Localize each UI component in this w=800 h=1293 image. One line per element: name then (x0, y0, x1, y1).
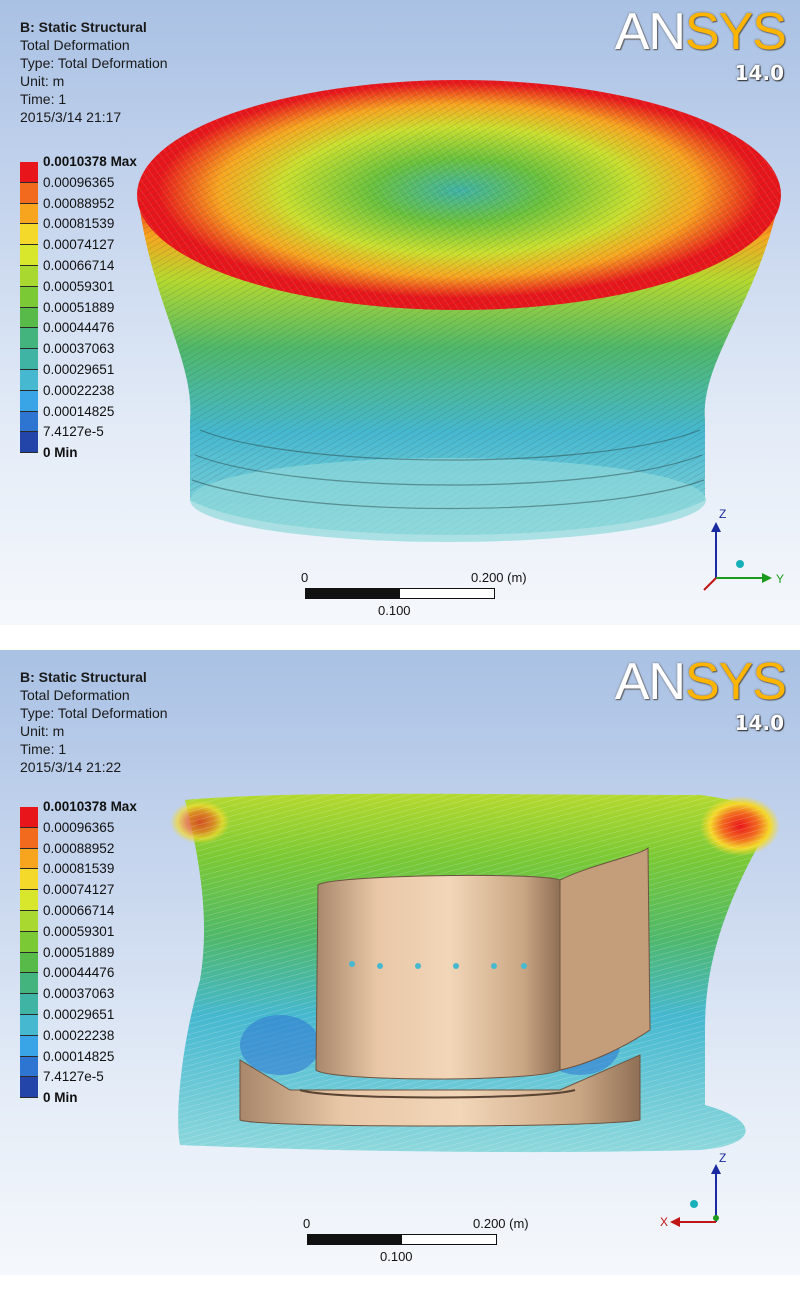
legend-swatch (20, 224, 38, 246)
legend-label: 0 Min (43, 445, 78, 461)
legend-label: 0 Min (43, 1090, 78, 1106)
scale-mid: 0.100 (380, 1249, 413, 1264)
logo-version: 14.0 (734, 711, 784, 735)
legend-swatch (20, 848, 38, 870)
legend-swatch (20, 910, 38, 932)
legend-swatch (20, 286, 38, 308)
logo-brand-a: AN (614, 3, 686, 61)
legend-label: 0.00014825 (43, 1048, 115, 1064)
legend-label: 0.00059301 (43, 278, 115, 294)
legend-label: 0.00074127 (43, 237, 115, 253)
legend-label: 0.0010378 Max (43, 799, 137, 814)
info-line: Type: Total Deformation (20, 705, 168, 721)
legend-label: 0.00088952 (43, 195, 115, 211)
legend-swatch (20, 328, 38, 350)
logo-brand-b: SYS (684, 3, 787, 61)
legend-swatch (20, 162, 38, 183)
info-line: Time: 1 (20, 91, 67, 107)
legend-label: 0.00051889 (43, 299, 115, 315)
axis-label-x: X (660, 1215, 668, 1229)
axis-label-y: Y (776, 572, 784, 586)
info-line: Unit: m (20, 73, 65, 89)
legend-swatch (20, 890, 38, 911)
legend-color-bar (20, 807, 38, 1099)
analysis-title: B: Static Structural (20, 19, 147, 35)
legend-swatch (20, 1077, 38, 1099)
analysis-title: B: Static Structural (20, 669, 147, 685)
legend-swatch (20, 349, 38, 370)
axis-triad[interactable]: Z X (660, 1151, 726, 1229)
legend-label: 0.00066714 (43, 258, 115, 273)
legend-swatch (20, 994, 38, 1015)
legend-swatch (20, 869, 38, 891)
legend-label: 0.00037063 (43, 986, 115, 1002)
ansys-logo: ANSYS 14.0 (614, 652, 787, 735)
axis-triad[interactable]: Z Y (703, 507, 784, 591)
info-timestamp: 2015/3/14 21:22 (20, 759, 122, 775)
legend-label: 0.00014825 (43, 403, 115, 419)
legend-swatch (20, 432, 38, 454)
legend-swatch (20, 973, 38, 995)
legend-swatch (20, 203, 38, 225)
legend-label: 0.00066714 (43, 903, 115, 918)
legend-swatch (20, 182, 38, 204)
legend-label: 0.00044476 (43, 965, 115, 981)
axis-label-z: Z (719, 1151, 726, 1165)
info-line: Type: Total Deformation (20, 55, 168, 71)
logo-brand-a: AN (614, 653, 686, 711)
scale-start: 0 (301, 570, 309, 585)
legend-label: 0.0010378 Max (43, 154, 137, 169)
result-viewport-top[interactable]: Z Y B: Static Structural Total Deformati… (0, 0, 800, 625)
legend-swatch (20, 807, 38, 828)
deformation-plot-section[interactable]: Z X (0, 650, 800, 1275)
scale-end: 0.200 (m) (473, 1216, 529, 1231)
legend-label: 0.00037063 (43, 341, 115, 357)
legend-label: 0.00059301 (43, 923, 115, 939)
legend-swatch (20, 1056, 38, 1078)
legend-label: 0.00022238 (43, 382, 115, 398)
legend-swatch (20, 307, 38, 329)
legend-swatch (20, 1035, 38, 1057)
legend-color-bar (20, 162, 38, 454)
legend-swatch (20, 390, 38, 412)
legend-swatch (20, 1014, 38, 1036)
scale-mid: 0.100 (378, 603, 411, 618)
logo-version: 14.0 (734, 61, 784, 85)
axis-label-z: Z (719, 507, 726, 521)
legend-swatch (20, 369, 38, 391)
legend-label: 0.00022238 (43, 1027, 115, 1043)
legend-label: 0.00074127 (43, 882, 115, 898)
ansys-logo: ANSYS 14.0 (614, 2, 787, 85)
scale-end: 0.200 (m) (471, 570, 527, 585)
result-viewport-bottom[interactable]: Z X B: Static Structural Total Deformati… (0, 650, 800, 1275)
legend-swatch (20, 411, 38, 433)
legend-swatch (20, 827, 38, 849)
legend-label: 0.00044476 (43, 320, 115, 336)
legend-swatch (20, 931, 38, 953)
info-line: Total Deformation (20, 37, 130, 53)
legend-swatch (20, 265, 38, 287)
legend-label: 0.00081539 (43, 216, 115, 232)
info-line: Unit: m (20, 723, 65, 739)
deformation-plot-cylinder[interactable]: Z Y (0, 0, 800, 625)
legend-label: 0.00051889 (43, 944, 115, 960)
info-timestamp: 2015/3/14 21:17 (20, 109, 122, 125)
legend-label: 0.00096365 (43, 819, 115, 835)
legend-label: 0.00029651 (43, 362, 115, 377)
legend-label: 7.4127e-5 (43, 1069, 104, 1085)
legend-label: 0.00081539 (43, 861, 115, 877)
legend-label: 7.4127e-5 (43, 424, 104, 440)
legend-label: 0.00088952 (43, 840, 115, 856)
scale-start: 0 (303, 1216, 311, 1231)
result-info: B: Static Structural Total Deformation T… (20, 668, 168, 776)
legend-label: 0.00096365 (43, 174, 115, 190)
legend-swatch (20, 952, 38, 974)
result-info: B: Static Structural Total Deformation T… (20, 18, 168, 126)
legend-label: 0.00029651 (43, 1007, 115, 1022)
legend-swatch (20, 245, 38, 266)
info-line: Total Deformation (20, 687, 130, 703)
logo-brand-b: SYS (684, 653, 787, 711)
info-line: Time: 1 (20, 741, 67, 757)
